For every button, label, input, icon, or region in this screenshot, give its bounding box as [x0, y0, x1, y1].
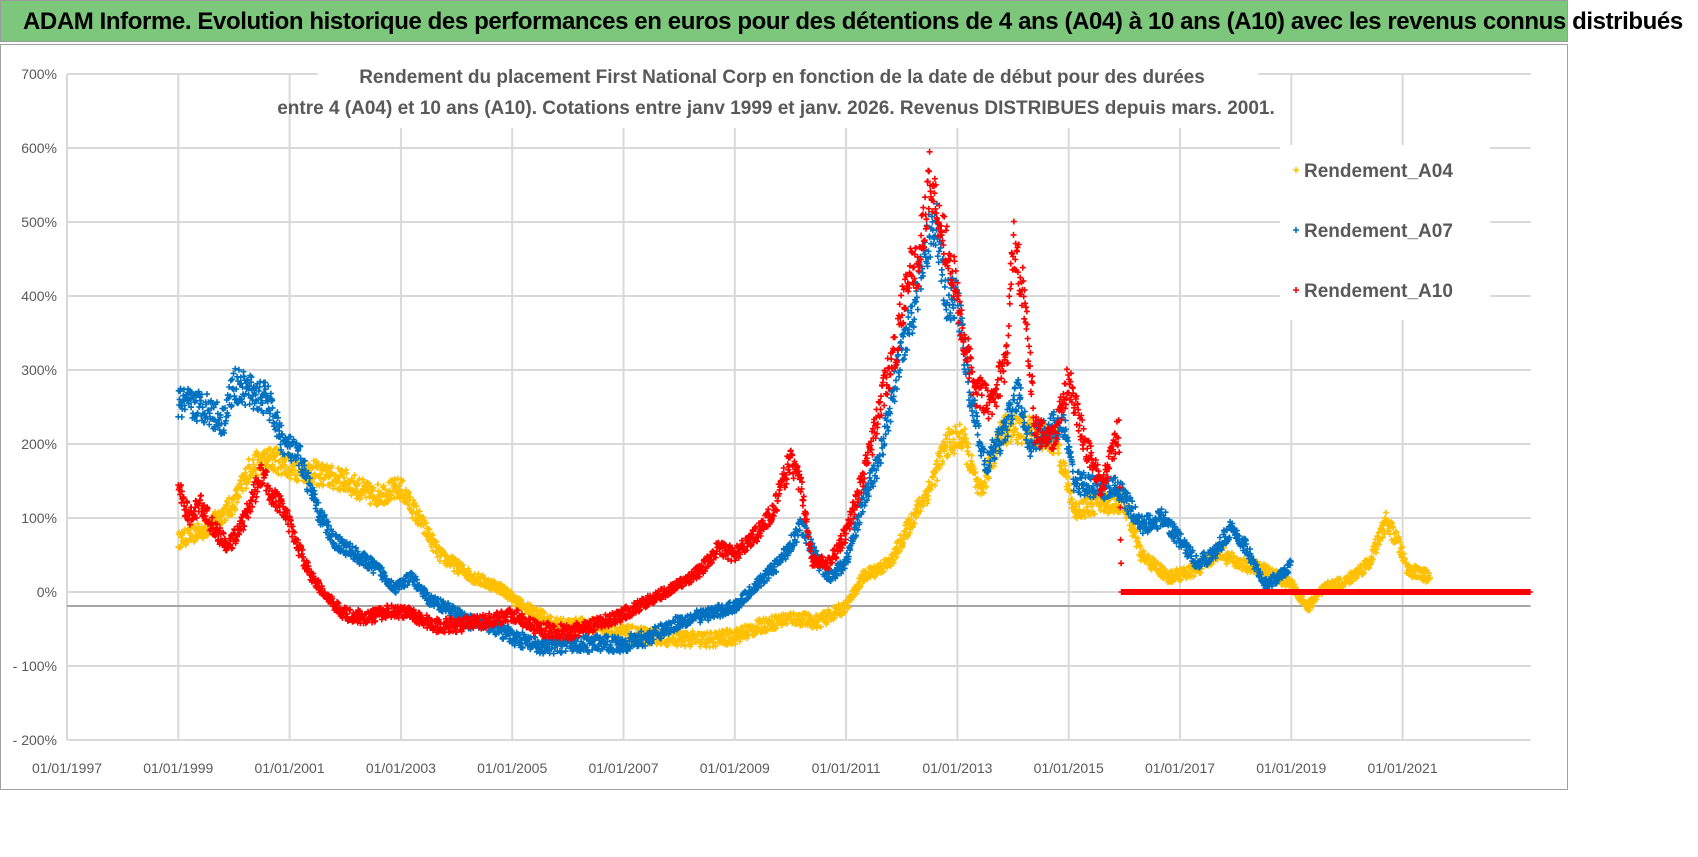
chart-title-line-2: entre 4 (A04) et 10 ans (A10). Cotations…: [277, 98, 1275, 119]
x-tick-label: 01/01/2021: [1368, 760, 1438, 776]
y-axis-ticks: 700% 600% 500% 400% 300% 200% 100% 0% - 100% - 20…: [13, 66, 57, 748]
x-tick-label: 01/01/2013: [922, 760, 992, 776]
x-tick-label: 01/01/2017: [1145, 760, 1215, 776]
y-tick-label: 200%: [21, 436, 57, 452]
title-background: [318, 58, 1258, 128]
y-tick-label: 700%: [21, 66, 57, 82]
legend-label: Rendement_A04: [1304, 161, 1453, 182]
y-tick-label: 500%: [21, 214, 57, 230]
y-tick-label: 0%: [37, 584, 57, 600]
legend-marker-icon: [1293, 227, 1299, 233]
x-tick-label: 01/01/2007: [588, 760, 658, 776]
y-tick-label: 100%: [21, 510, 57, 526]
legend: Rendement_A04 Rendement_A07 Rendement_A10: [1280, 145, 1490, 320]
report-header: ADAM Informe. Evolution historique des p…: [0, 0, 1683, 42]
x-tick-label: 01/01/1997: [32, 760, 102, 776]
chart-title-line-1: Rendement du placement First National Co…: [359, 67, 1205, 88]
x-tick-label: 01/01/2015: [1034, 760, 1104, 776]
chart-frame: [0, 44, 1568, 790]
data-points: [175, 148, 1533, 657]
series-Rendement_A10: [175, 148, 1533, 643]
x-tick-label: 01/01/2019: [1256, 760, 1326, 776]
legend-background: [1280, 145, 1490, 320]
y-tick-label: - 100%: [13, 658, 57, 674]
x-tick-label: 01/01/1999: [143, 760, 213, 776]
report-title: ADAM Informe. Evolution historique des p…: [23, 8, 1683, 35]
legend-marker-icon: [1293, 287, 1299, 293]
y-tick-label: 300%: [21, 362, 57, 378]
legend-label: Rendement_A10: [1304, 281, 1453, 302]
legend-marker-icon: [1293, 167, 1299, 173]
x-tick-label: 01/01/2011: [812, 760, 881, 776]
y-tick-label: 400%: [21, 288, 57, 304]
legend-label: Rendement_A07: [1304, 221, 1453, 242]
x-tick-label: 01/01/2001: [255, 760, 325, 776]
y-tick-label: - 200%: [13, 732, 57, 748]
x-tick-label: 01/01/2009: [700, 760, 770, 776]
x-tick-label: 01/01/2005: [477, 760, 547, 776]
x-tick-label: 01/01/2003: [366, 760, 436, 776]
data-point-markers-Rendement_A10: [175, 148, 1533, 643]
y-tick-label: 600%: [21, 140, 57, 156]
x-axis-ticks: 01/01/1997 01/01/1999 01/01/2001 01/01/2003…: [32, 760, 1438, 776]
